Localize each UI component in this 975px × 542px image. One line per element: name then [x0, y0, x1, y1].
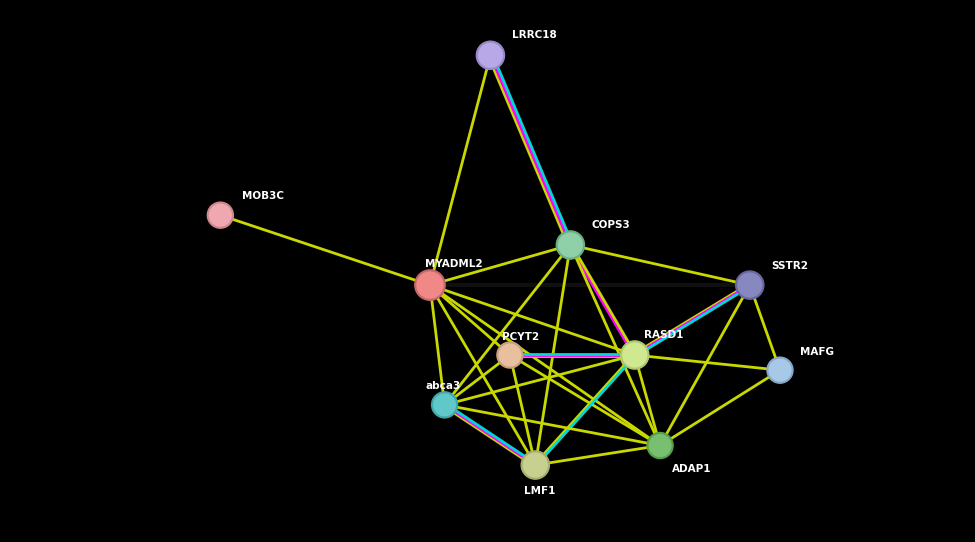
Ellipse shape — [522, 451, 549, 479]
Ellipse shape — [497, 342, 523, 368]
Ellipse shape — [623, 343, 646, 367]
Text: PCYT2: PCYT2 — [502, 332, 539, 341]
Ellipse shape — [414, 270, 446, 300]
Ellipse shape — [767, 357, 793, 383]
Ellipse shape — [434, 394, 455, 416]
Ellipse shape — [432, 392, 457, 418]
Ellipse shape — [559, 233, 582, 257]
Text: MOB3C: MOB3C — [242, 191, 284, 201]
Ellipse shape — [477, 41, 504, 69]
Ellipse shape — [417, 272, 443, 298]
Text: LRRC18: LRRC18 — [512, 30, 557, 40]
Text: SSTR2: SSTR2 — [771, 261, 808, 270]
Text: MYADML2: MYADML2 — [425, 260, 483, 269]
Ellipse shape — [621, 341, 648, 369]
Ellipse shape — [210, 204, 231, 226]
Ellipse shape — [738, 273, 761, 297]
Ellipse shape — [736, 271, 763, 299]
Ellipse shape — [557, 231, 584, 259]
Ellipse shape — [479, 43, 502, 67]
Text: LMF1: LMF1 — [524, 486, 555, 496]
Ellipse shape — [649, 435, 671, 456]
Text: COPS3: COPS3 — [592, 221, 631, 230]
Text: MAFG: MAFG — [800, 347, 834, 357]
Ellipse shape — [499, 344, 521, 366]
Text: RASD1: RASD1 — [644, 331, 683, 340]
Ellipse shape — [524, 453, 547, 477]
Text: abca3: abca3 — [425, 382, 460, 391]
Ellipse shape — [208, 202, 233, 228]
Ellipse shape — [647, 433, 673, 459]
Text: ADAP1: ADAP1 — [672, 464, 712, 474]
Ellipse shape — [769, 359, 791, 381]
